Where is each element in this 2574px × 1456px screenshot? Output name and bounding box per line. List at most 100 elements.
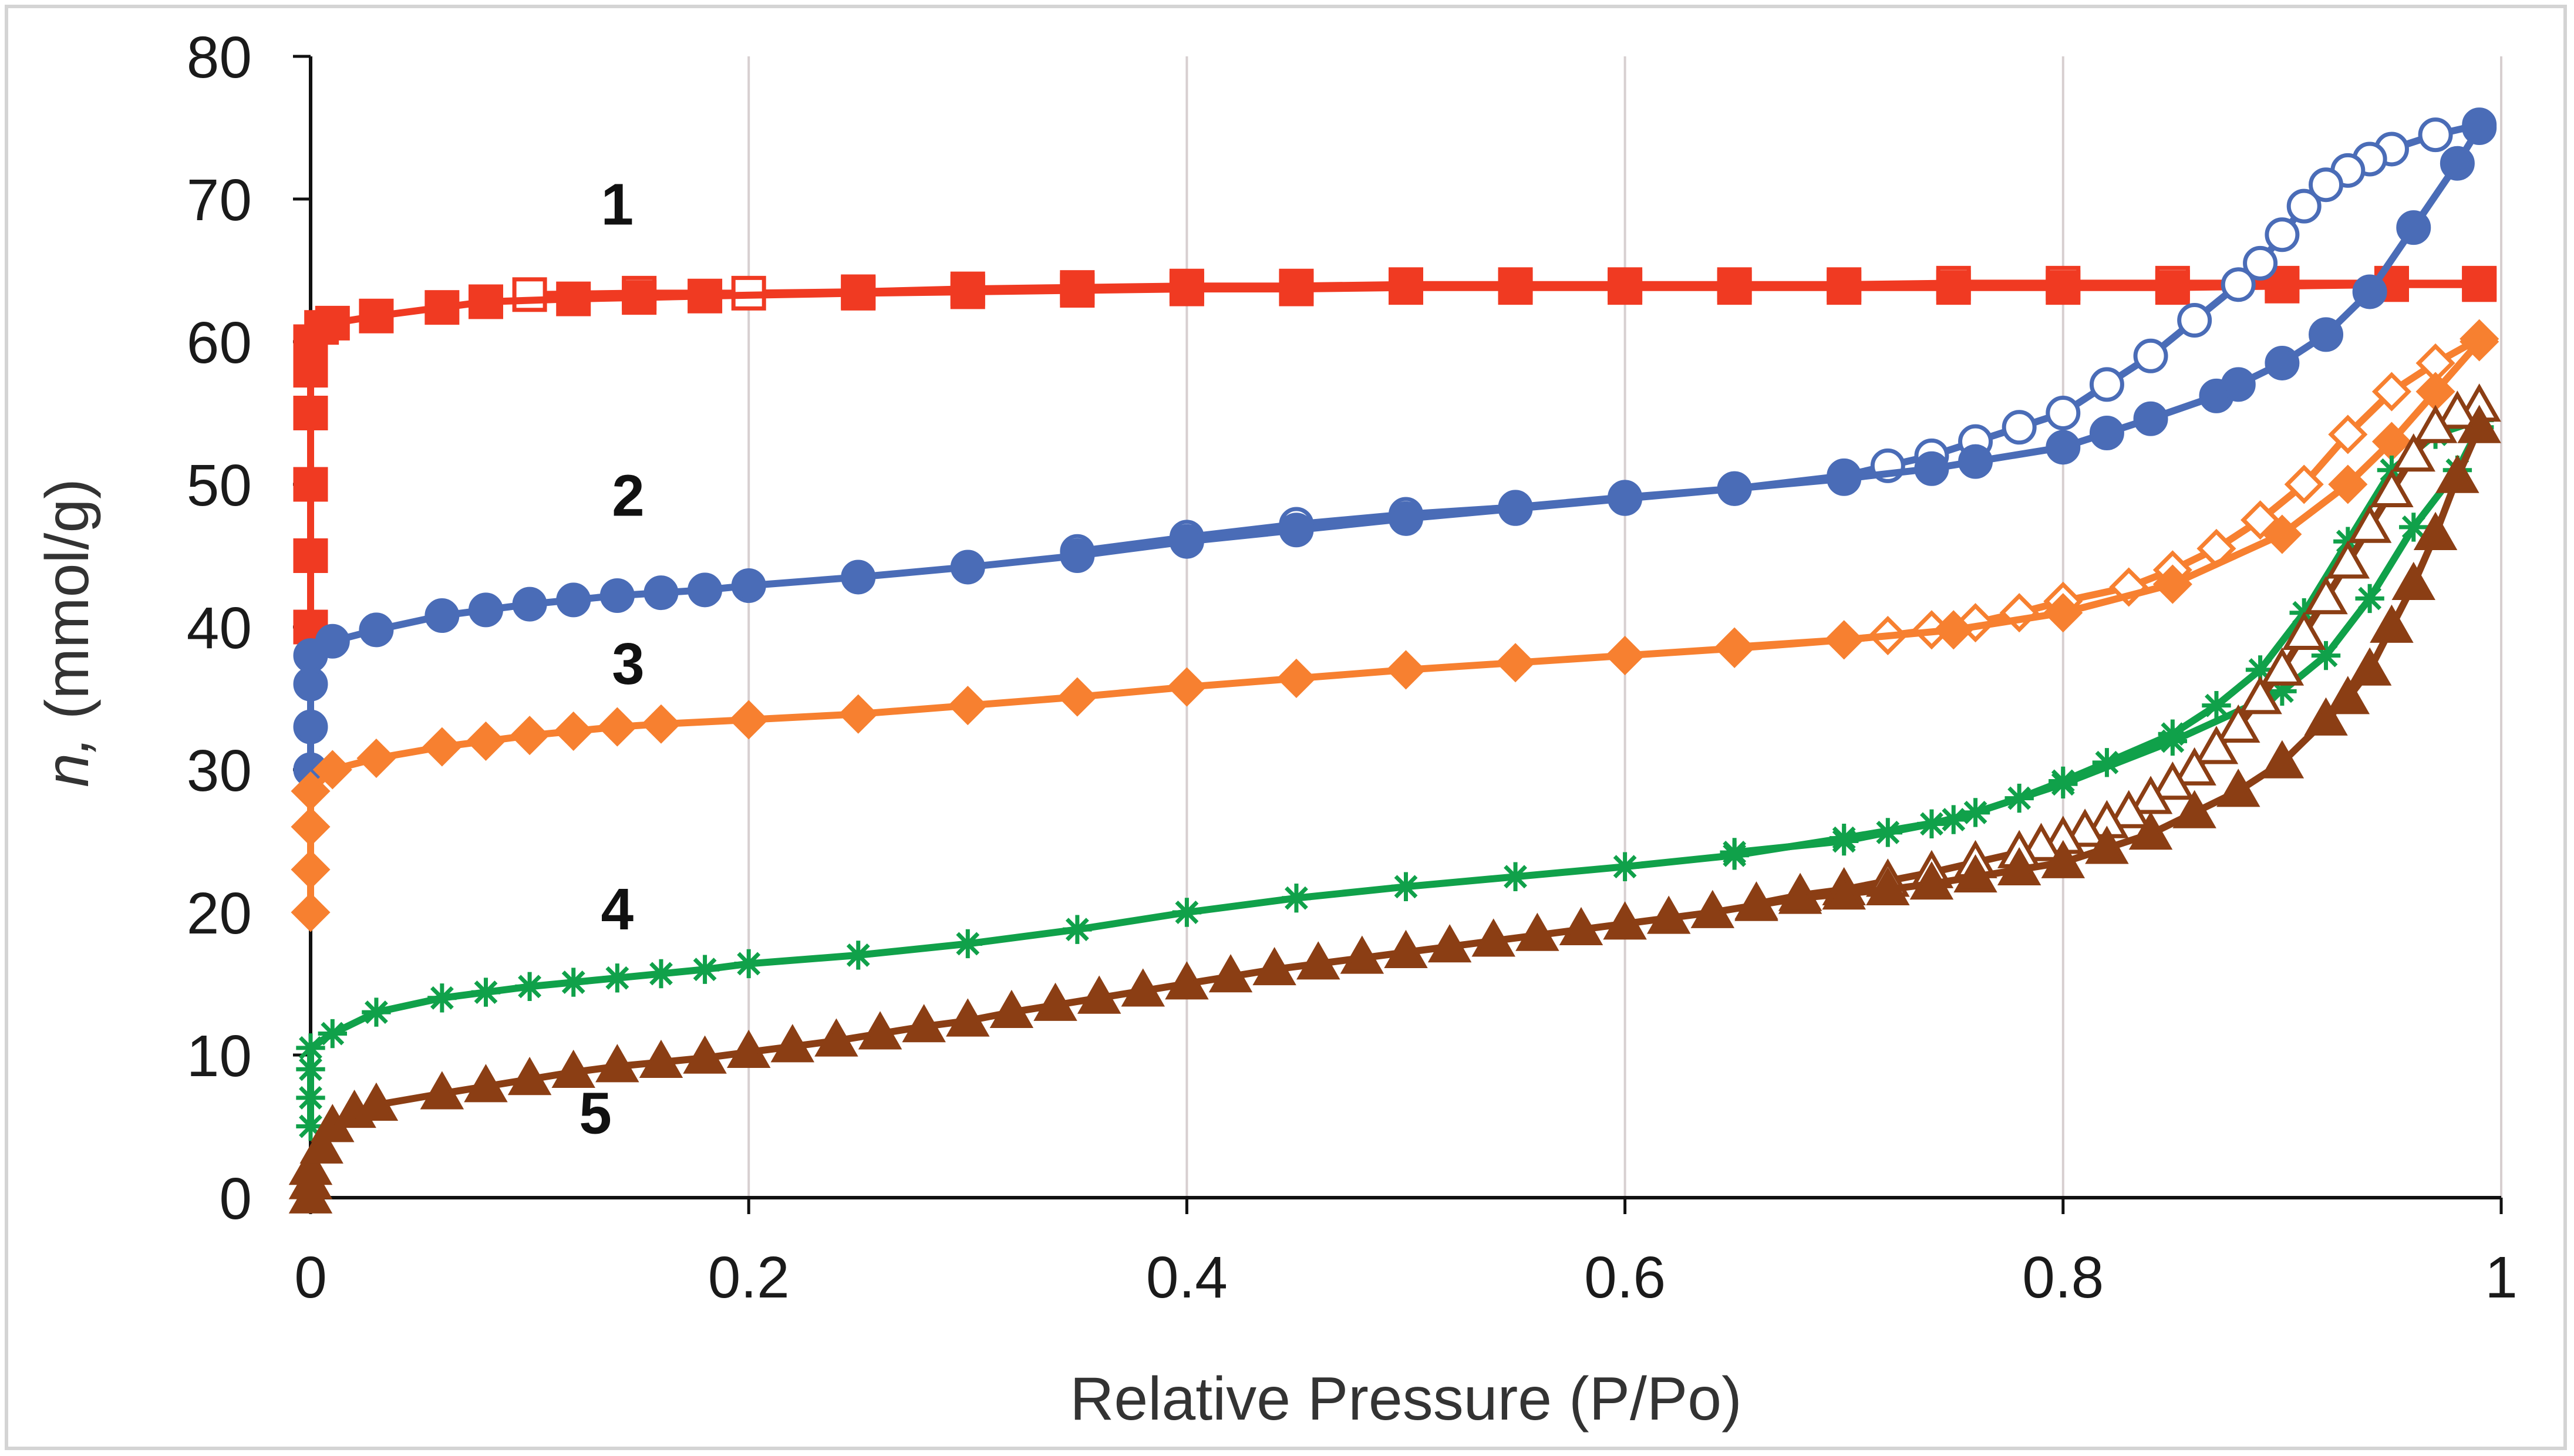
series-3-adsorption-point bbox=[312, 750, 352, 790]
series-4-adsorption-point bbox=[1610, 852, 1640, 881]
series-4-adsorption-point bbox=[602, 963, 632, 993]
y-tick-label: 30 bbox=[187, 738, 252, 804]
series-5-desorption-point bbox=[2347, 504, 2392, 543]
series-1-adsorption-point bbox=[293, 538, 328, 573]
series-4-adsorption-point bbox=[1720, 841, 1749, 870]
series-5-adsorption-point bbox=[2216, 769, 2260, 807]
series-1-adsorption-point bbox=[359, 298, 394, 333]
series-5-adsorption-point bbox=[1208, 954, 1253, 993]
series-5-adsorption-point bbox=[1340, 935, 1384, 974]
series-3-adsorption-point bbox=[1933, 610, 1973, 650]
series-1-adsorption-point bbox=[1608, 270, 1643, 305]
x-tick-label: 0.6 bbox=[1584, 1245, 1666, 1310]
series-2-adsorption-point bbox=[731, 568, 766, 604]
series-2-desorption-point bbox=[2002, 410, 2037, 445]
series-5-desorption-point bbox=[2216, 704, 2260, 743]
x-tick-label: 0 bbox=[294, 1245, 327, 1310]
y-axis-title: n, (mmol/g) bbox=[33, 478, 102, 787]
series-2-desorption-point bbox=[2133, 338, 2168, 373]
series-2-adsorption-point bbox=[599, 578, 635, 614]
series-3-adsorption-point bbox=[291, 807, 331, 847]
series-5-adsorption-point bbox=[2435, 454, 2479, 493]
series-2-adsorption-point bbox=[468, 592, 503, 628]
series-5-adsorption-point bbox=[2172, 790, 2216, 828]
series-4-adsorption-point bbox=[2311, 641, 2341, 670]
series-2-adsorption-point bbox=[688, 572, 723, 608]
series-4-adsorption-point bbox=[1939, 805, 1968, 834]
series-3-adsorption-point bbox=[2460, 322, 2499, 362]
y-tick-label: 80 bbox=[187, 25, 252, 90]
series-2-adsorption-point bbox=[2462, 110, 2497, 145]
series-3-adsorption-point bbox=[1714, 628, 1754, 668]
series-5-adsorption-point bbox=[420, 1071, 464, 1110]
series-1-adsorption-point bbox=[1279, 271, 1314, 306]
series-5-adsorption-point bbox=[1953, 854, 1997, 893]
series-4-adsorption-point bbox=[1830, 823, 1859, 853]
series-1-adsorption-point bbox=[293, 353, 328, 388]
series-4-adsorption-point bbox=[734, 949, 763, 979]
series-4-adsorption-point bbox=[646, 959, 676, 989]
series-3-adsorption-point bbox=[1167, 667, 1207, 707]
series-4-adsorption-point bbox=[2399, 513, 2428, 542]
series-5-adsorption-point bbox=[2260, 740, 2305, 778]
series-3-adsorption-point bbox=[422, 727, 462, 767]
series-4-adsorption-point bbox=[296, 1054, 325, 1084]
series-2-adsorption-point bbox=[2046, 430, 2081, 465]
y-tick-label: 70 bbox=[187, 167, 252, 233]
series-2-adsorption-point bbox=[644, 575, 679, 611]
series-5-desorption-point bbox=[2413, 405, 2458, 443]
grid-lines bbox=[747, 56, 2502, 1198]
series-4-adsorption-point bbox=[1391, 872, 1421, 901]
series-3 bbox=[291, 319, 2499, 932]
series-5-desorption-point bbox=[2326, 540, 2370, 579]
series-5-adsorption-point bbox=[946, 998, 990, 1037]
series-2-desorption-point bbox=[2046, 396, 2081, 430]
series-layer bbox=[288, 107, 2501, 1214]
series-4-adsorption-point bbox=[362, 997, 391, 1027]
series-5-adsorption-point bbox=[507, 1057, 552, 1096]
series-5-adsorption-point bbox=[858, 1011, 902, 1050]
series-4-adsorption-point bbox=[2355, 584, 2384, 614]
y-tick-label: 20 bbox=[187, 881, 252, 946]
series-4-adsorption-point bbox=[2158, 726, 2188, 756]
series-2 bbox=[293, 107, 2497, 787]
series-5-desorption-point bbox=[2151, 761, 2195, 800]
series-4-adsorption-point bbox=[844, 941, 873, 970]
series-5-adsorption-point bbox=[1997, 847, 2041, 885]
series-5-desorption-point bbox=[2238, 676, 2282, 714]
series-3-adsorption-point bbox=[291, 850, 331, 889]
series-5-adsorption-point bbox=[1909, 861, 1954, 900]
x-tick-label: 0.4 bbox=[1146, 1245, 1228, 1310]
series-2-adsorption-point bbox=[2352, 274, 2387, 309]
series-1-adsorption-point bbox=[622, 280, 657, 315]
series-5-desorption-point bbox=[2019, 823, 2063, 861]
series-4-adsorption-point bbox=[1172, 898, 1202, 927]
series-5-desorption-point bbox=[2260, 647, 2305, 686]
series-1-adsorption-point bbox=[1060, 273, 1095, 308]
series-3-adsorption-point bbox=[2328, 464, 2368, 504]
series-1-adsorption-point bbox=[2155, 270, 2190, 305]
series-3-adsorption-point bbox=[641, 704, 681, 744]
y-tick-label: 0 bbox=[219, 1166, 252, 1232]
series-4-adsorption-point bbox=[296, 1111, 325, 1141]
series-5-desorption-point bbox=[2194, 726, 2239, 764]
series-3-adsorption-point bbox=[2152, 564, 2192, 604]
series-3-adsorption-point bbox=[729, 700, 769, 740]
series-1-adsorption-point bbox=[1389, 270, 1423, 305]
series-1-desorption-point bbox=[512, 277, 547, 312]
series-5-adsorption-point bbox=[1165, 961, 1209, 1000]
series-2-adsorption-point bbox=[2309, 317, 2344, 352]
series-5-adsorption-point bbox=[1471, 918, 1515, 957]
series-1-adsorption-point bbox=[1717, 270, 1752, 305]
series-5-adsorption-point bbox=[1077, 975, 1121, 1014]
series-5-adsorption-point bbox=[814, 1018, 858, 1057]
axes bbox=[309, 56, 2501, 1199]
series-3-adsorption-point bbox=[838, 694, 878, 734]
series-4-desorption-point bbox=[2202, 690, 2231, 720]
series-3-adsorption-point bbox=[356, 739, 396, 778]
series-5-adsorption-point bbox=[902, 1004, 946, 1043]
series-3-adsorption-point bbox=[291, 771, 331, 811]
series-4-adsorption-point bbox=[690, 955, 720, 984]
series-2-adsorption-point bbox=[2089, 416, 2124, 451]
